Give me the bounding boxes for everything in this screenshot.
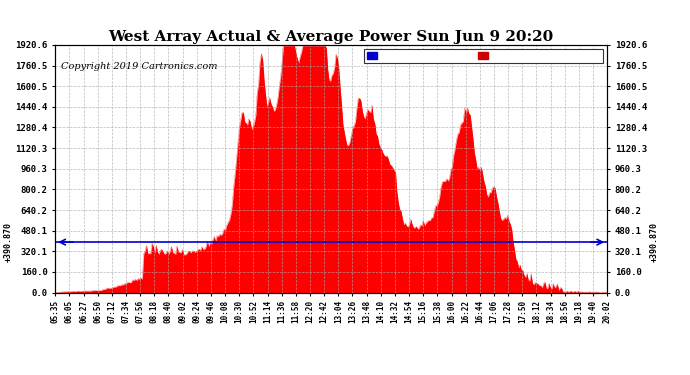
Legend: Average  (DC Watts), West Array  (DC Watts): Average (DC Watts), West Array (DC Watts… bbox=[364, 49, 603, 63]
Text: Copyright 2019 Cartronics.com: Copyright 2019 Cartronics.com bbox=[61, 62, 217, 71]
Title: West Array Actual & Average Power Sun Jun 9 20:20: West Array Actual & Average Power Sun Ju… bbox=[108, 30, 554, 44]
Text: +390.870: +390.870 bbox=[649, 222, 659, 262]
Text: +390.870: +390.870 bbox=[3, 222, 13, 262]
